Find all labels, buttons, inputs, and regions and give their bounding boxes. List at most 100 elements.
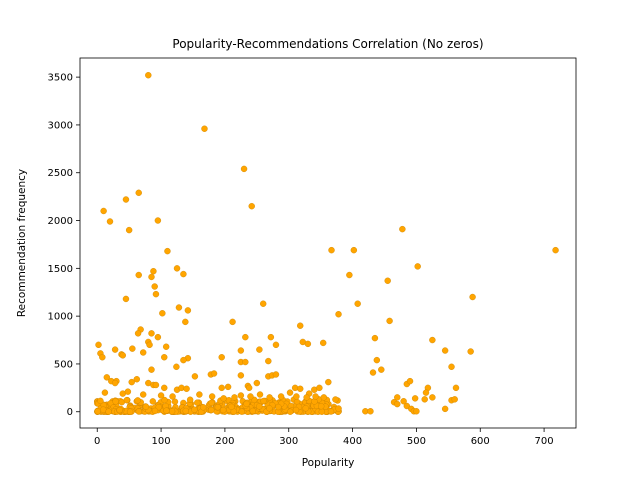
data-point <box>105 408 112 415</box>
y-tick-label: 0 <box>67 407 73 418</box>
x-tick-label: 100 <box>152 436 171 447</box>
y-tick-label: 2000 <box>48 216 73 227</box>
data-point <box>200 404 207 411</box>
data-point <box>161 396 168 404</box>
data-point <box>123 396 131 404</box>
data-point <box>183 385 190 392</box>
data-point <box>467 348 474 355</box>
data-point <box>371 334 379 342</box>
data-point <box>266 394 273 401</box>
data-point <box>448 363 455 371</box>
data-point <box>320 394 328 401</box>
data-point <box>414 263 421 270</box>
y-tick-label: 3000 <box>48 120 73 131</box>
data-point <box>413 408 420 415</box>
y-tick-label: 1500 <box>48 264 73 275</box>
data-point <box>552 246 559 254</box>
x-tick-label: 300 <box>279 436 298 447</box>
data-point <box>245 384 253 392</box>
data-point <box>320 339 327 347</box>
data-point <box>302 405 309 412</box>
data-point <box>297 385 304 392</box>
data-point <box>228 403 235 411</box>
data-point <box>237 347 245 354</box>
data-point <box>151 407 159 415</box>
data-point <box>106 218 114 225</box>
data-point <box>95 341 102 349</box>
data-point <box>175 304 183 311</box>
data-point <box>429 336 436 344</box>
x-tick-label: 600 <box>471 436 490 447</box>
data-point <box>312 393 319 400</box>
data-point <box>266 405 273 412</box>
data-point <box>421 396 428 403</box>
data-point <box>101 389 109 396</box>
data-point <box>335 405 342 412</box>
data-point <box>287 408 294 415</box>
data-point <box>180 356 187 364</box>
data-point <box>157 392 165 399</box>
data-point <box>112 398 119 405</box>
data-point <box>162 343 170 350</box>
data-point <box>243 400 250 408</box>
data-point <box>161 354 168 361</box>
data-point <box>97 397 104 405</box>
data-point <box>125 226 133 234</box>
y-axis-ticks: 0 500 1000 1500 2000 2500 3000 3500 <box>48 73 80 418</box>
data-point <box>152 381 160 389</box>
data-point <box>224 383 232 391</box>
x-tick-label: 200 <box>215 436 234 447</box>
data-point <box>161 384 168 392</box>
data-point <box>260 397 267 405</box>
data-point <box>253 379 261 387</box>
data-point <box>154 217 162 224</box>
data-point <box>403 402 411 410</box>
data-point <box>150 268 157 275</box>
data-point <box>164 247 171 255</box>
data-point <box>237 372 245 379</box>
data-point <box>116 406 123 414</box>
data-point <box>256 403 263 410</box>
data-point <box>111 346 119 353</box>
data-point <box>238 408 245 415</box>
data-point <box>469 293 476 301</box>
data-point <box>367 408 374 415</box>
data-point <box>128 378 135 386</box>
data-point <box>231 394 238 401</box>
data-point <box>441 405 449 413</box>
data-point <box>94 408 101 415</box>
data-point <box>422 389 430 396</box>
data-point <box>248 202 255 210</box>
data-point <box>277 393 285 400</box>
data-point <box>214 403 222 411</box>
data-point <box>218 384 225 392</box>
data-point <box>196 391 203 398</box>
data-point <box>135 408 143 415</box>
data-point <box>129 345 136 352</box>
data-point <box>149 398 157 405</box>
data-point <box>240 165 248 173</box>
data-point <box>335 311 342 318</box>
data-point <box>182 318 189 326</box>
data-point <box>218 354 225 361</box>
data-point <box>386 317 393 325</box>
data-point <box>159 310 166 317</box>
data-point <box>208 393 216 400</box>
data-point <box>220 406 227 414</box>
data-point <box>194 399 201 406</box>
data-point <box>318 408 326 415</box>
data-point <box>316 384 323 392</box>
data-point <box>394 394 401 401</box>
x-tick-label: 400 <box>343 436 362 447</box>
data-point <box>145 72 152 79</box>
data-point <box>373 356 381 364</box>
data-point <box>134 397 141 404</box>
data-point <box>124 388 132 395</box>
data-point <box>260 300 267 307</box>
data-point <box>111 379 119 387</box>
y-tick-label: 3500 <box>48 73 73 84</box>
data-point <box>369 369 377 376</box>
data-point <box>272 341 280 349</box>
data-point <box>429 394 436 401</box>
